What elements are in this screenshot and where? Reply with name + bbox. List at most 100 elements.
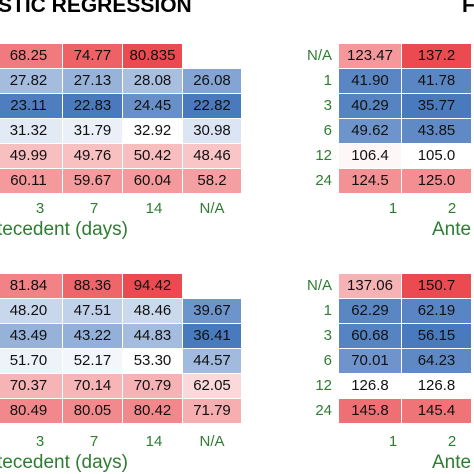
heatmap-cell: 60.04	[123, 169, 183, 194]
heatmap-cell: 56.15	[402, 324, 472, 349]
heatmap-cell: 23.11	[0, 94, 63, 119]
heatmap-cell: 125.0	[402, 169, 472, 194]
column-label: 1	[388, 200, 398, 217]
column-label: 3	[35, 200, 45, 217]
heatmap-cell: 71.79	[183, 399, 242, 424]
heatmap-cell: 70.79	[123, 374, 183, 399]
row-label: 24	[315, 172, 332, 189]
heatmap-cell: 70.37	[0, 374, 63, 399]
row-label: 24	[315, 402, 332, 419]
chart-title-right: F	[462, 0, 474, 17]
heatmap-cell: 124.5	[339, 169, 402, 194]
heatmap-cell: 27.13	[63, 69, 123, 94]
heatmap-cell: 48.20	[0, 299, 63, 324]
heatmap-cell: 59.67	[63, 169, 123, 194]
heatmap-cell: 106.4	[339, 144, 402, 169]
heatmap-cell: 145.4	[402, 399, 472, 424]
heatmap-cell: 31.32	[0, 119, 63, 144]
x-axis-label: Ante	[432, 219, 472, 240]
heatmap-cell: 60.68	[339, 324, 402, 349]
heatmap-cell: 126.8	[339, 374, 402, 399]
column-label: 3	[35, 433, 45, 450]
heatmap-cell: 70.01	[339, 349, 402, 374]
heatmap-cell: 24.45	[123, 94, 183, 119]
heatmap-cell: 32.92	[123, 119, 183, 144]
heatmap-cell: 22.82	[183, 94, 242, 119]
heatmap-cell: 43.22	[63, 324, 123, 349]
heatmap-cell: 60.11	[0, 169, 63, 194]
heatmap-cell: 43.49	[0, 324, 63, 349]
heatmap-cell: 58.2	[183, 169, 242, 194]
heatmap-cell: 48.46	[123, 299, 183, 324]
column-label: 1	[388, 433, 398, 450]
heatmap-cell: 70.14	[63, 374, 123, 399]
row-label: 6	[323, 352, 332, 369]
x-axis-label: tecedent (days)	[0, 219, 128, 240]
heatmap-cell: 137.2	[402, 44, 472, 69]
heatmap-cell: 40.29	[339, 94, 402, 119]
column-label: 2	[447, 433, 457, 450]
heatmap-cell: 39.67	[183, 299, 242, 324]
heatmap-cell: 27.82	[0, 69, 63, 94]
column-label: 7	[89, 433, 99, 450]
heatmap-cell: 49.62	[339, 119, 402, 144]
heatmap-cell: 62.29	[339, 299, 402, 324]
heatmap-cell: 94.42	[123, 274, 183, 299]
heatmap-cell: 36.41	[183, 324, 242, 349]
heatmap-cell: 123.47	[339, 44, 402, 69]
heatmap-cell: 53.30	[123, 349, 183, 374]
heatmap-cell: 31.79	[63, 119, 123, 144]
heatmap-cell: 62.19	[402, 299, 472, 324]
heatmap-cell: 80.49	[0, 399, 63, 424]
row-label: 3	[323, 327, 332, 344]
heatmap-cell: 80.05	[63, 399, 123, 424]
column-label: 2	[447, 200, 457, 217]
heatmap-cell: 48.46	[183, 144, 242, 169]
heatmap-cell: 49.76	[63, 144, 123, 169]
row-label: 12	[315, 377, 332, 394]
row-label: 1	[323, 302, 332, 319]
column-label: 14	[145, 200, 163, 217]
heatmap-cell: 64.23	[402, 349, 472, 374]
heatmap-cell: 51.70	[0, 349, 63, 374]
row-label: 6	[323, 122, 332, 139]
chart-title: STIC REGRESSION	[0, 0, 192, 17]
x-axis-label: Ante	[432, 452, 472, 473]
row-label: N/A	[306, 47, 332, 64]
heatmap-cell: 105.0	[402, 144, 472, 169]
heatmap-cell: 80.835	[123, 44, 183, 69]
heatmap-cell: 28.08	[123, 69, 183, 94]
heatmap-cell: 35.77	[402, 94, 472, 119]
heatmap-cell: 88.36	[63, 274, 123, 299]
heatmap-cell: 50.42	[123, 144, 183, 169]
heatmap-cell: 44.57	[183, 349, 242, 374]
heatmap-cell: 41.90	[339, 69, 402, 94]
row-label: 3	[323, 97, 332, 114]
heatmap-cell: 150.7	[402, 274, 472, 299]
column-label: 14	[145, 433, 163, 450]
row-label: N/A	[306, 277, 332, 294]
heatmap-cell: 62.05	[183, 374, 242, 399]
heatmap-cell: 145.8	[339, 399, 402, 424]
column-label: 7	[89, 200, 99, 217]
heatmap-cell: 126.8	[402, 374, 472, 399]
heatmap-cell: 80.42	[123, 399, 183, 424]
heatmap-cell: 44.83	[123, 324, 183, 349]
heatmap-cell: 52.17	[63, 349, 123, 374]
row-label: 12	[315, 147, 332, 164]
heatmap-cell: 74.77	[63, 44, 123, 69]
x-axis-label: tecedent (days)	[0, 452, 128, 473]
column-label: N/A	[199, 200, 225, 217]
heatmap-cell: 49.99	[0, 144, 63, 169]
heatmap-cell: 43.85	[402, 119, 472, 144]
heatmap-cell: 137.06	[339, 274, 402, 299]
heatmap-cell: 41.78	[402, 69, 472, 94]
heatmap-cell: 30.98	[183, 119, 242, 144]
column-label: N/A	[199, 433, 225, 450]
heatmap-cell: 26.08	[183, 69, 242, 94]
row-label: 1	[323, 72, 332, 89]
heatmap-cell: 22.83	[63, 94, 123, 119]
heatmap-cell: 47.51	[63, 299, 123, 324]
heatmap-cell: 81.84	[0, 274, 63, 299]
heatmap-cell: 68.25	[0, 44, 63, 69]
